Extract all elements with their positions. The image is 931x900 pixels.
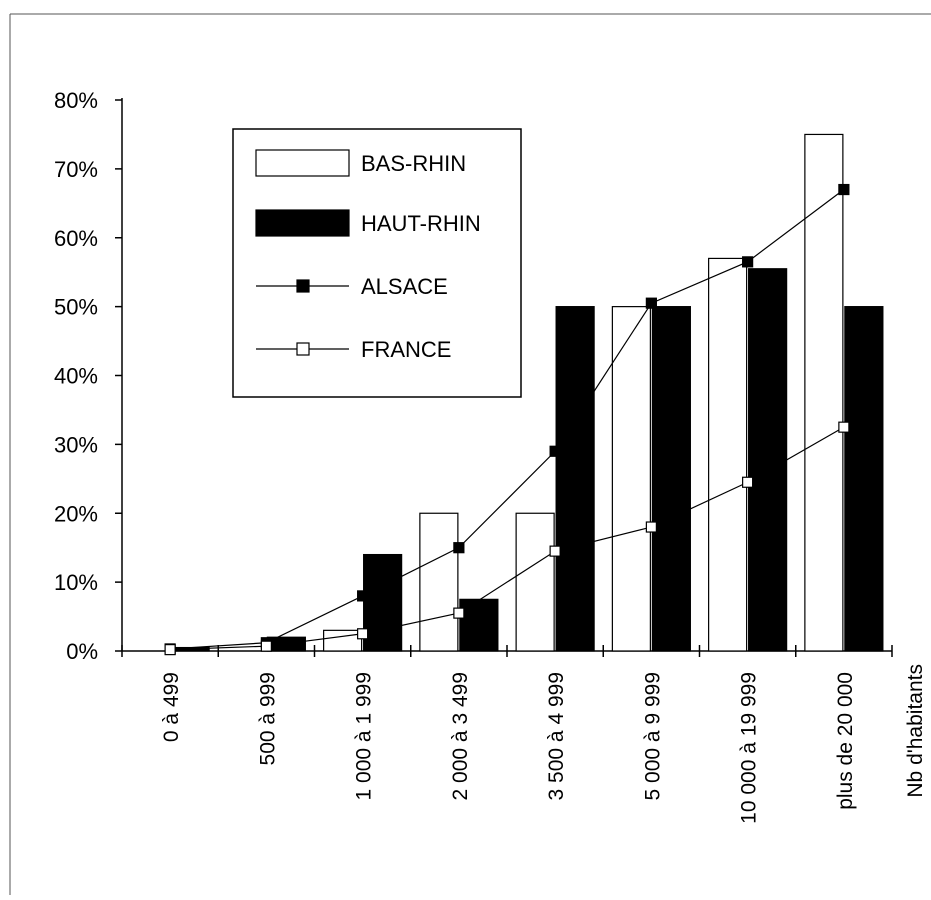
x-tick-label: 5 000 à 9 999 [641,672,664,800]
bar-haut-rhin [459,598,499,652]
x-axis-title: Nb d'habitants [904,664,927,798]
line-alsace [170,189,845,650]
series-lines [164,183,850,656]
bar-bas-rhin [804,133,844,652]
bar-bas-rhin [323,629,363,652]
y-tick-label: 30% [54,432,98,457]
bar-haut-rhin [651,306,691,652]
bar-haut-rhin [363,553,403,652]
y-tick-label: 50% [54,295,98,320]
bar-haut-rhin [844,306,884,652]
legend-marker-alsace [296,279,310,293]
y-tick-label: 60% [54,226,98,251]
bar-bas-rhin [515,512,555,652]
legend-label: ALSACE [361,274,448,299]
x-tick-label: plus de 20 000 [834,672,857,810]
y-tick-label: 0% [66,639,98,664]
y-tick-label: 40% [54,364,98,389]
point-france [549,545,561,557]
legend-label: HAUT-RHIN [361,211,481,236]
x-tick-label: 2 000 à 3 499 [449,672,472,800]
x-tick-label: 3 500 à 4 999 [545,672,568,800]
legend-label: BAS-RHIN [361,151,466,176]
y-tick-label: 10% [54,570,98,595]
point-france [453,607,465,619]
y-tick-label: 80% [54,88,98,113]
bar-haut-rhin [748,268,788,652]
bar-haut-rhin [555,306,595,652]
legend-swatch-haut-rhin [255,209,350,237]
bar-bas-rhin [611,306,651,652]
legend-marker-france [296,342,310,356]
point-alsace [549,445,561,457]
x-tick-label: 500 à 999 [256,672,279,765]
point-france [838,421,850,433]
x-tick-label: 0 à 499 [160,672,183,742]
legend-swatch-bas-rhin [255,149,350,177]
bar-bas-rhin [419,512,459,652]
x-tick-label: 1 000 à 1 999 [353,672,376,800]
point-alsace [453,542,465,554]
point-france [645,521,657,533]
x-tick-label: 10 000 à 19 999 [738,672,761,824]
point-alsace [645,297,657,309]
legend-label: FRANCE [361,337,451,362]
point-france [742,476,754,488]
bar-bas-rhin [708,257,748,652]
point-france [164,644,176,656]
y-tick-label: 70% [54,157,98,182]
point-france [357,628,369,640]
y-tick-label: 20% [54,501,98,526]
point-france [260,640,272,652]
legend: BAS-RHIN HAUT-RHIN ALSACE FRANCE [232,128,522,398]
point-alsace [838,183,850,196]
line-france [170,426,845,651]
y-axis: 0% 10% 20% 30% 40% 50% 60% 70% 80% [54,88,123,664]
x-axis: 0 à 499 500 à 999 1 000 à 1 999 2 000 à 3 4… [121,645,893,824]
point-alsace [357,590,369,602]
point-alsace [742,256,754,268]
